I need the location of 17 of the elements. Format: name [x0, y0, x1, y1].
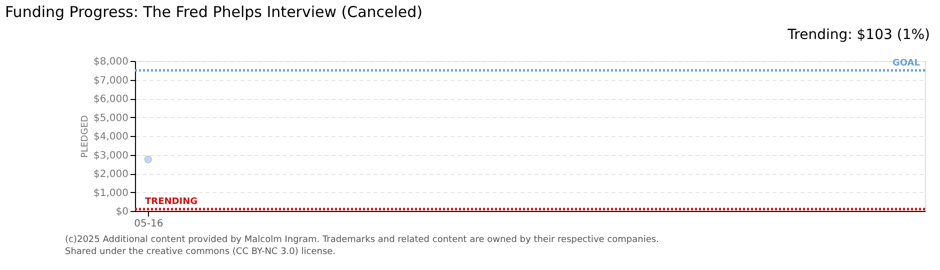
y-tick-label: $0 — [116, 206, 128, 218]
y-tick-label: $6,000 — [94, 94, 128, 105]
y-tick-label: $3,000 — [94, 150, 128, 162]
y-tick-label: $2,000 — [94, 169, 128, 180]
x-tick-label: 05-16 — [134, 218, 164, 230]
ref-line-label: GOAL — [892, 58, 920, 68]
y-tick-label: $8,000 — [94, 56, 128, 68]
y-tick-label: $7,000 — [94, 75, 128, 86]
chart-title: Funding Progress: The Fred Phelps Interview (Canceled) — [5, 3, 423, 21]
y-axis-title: PLEDGED — [80, 115, 91, 158]
text: Shared under the creative commons (CC BY-NC 3.0) license. — [65, 247, 336, 257]
y-tick-label: $1,000 — [94, 188, 128, 199]
y-tick-label: $4,000 — [94, 132, 128, 142]
y-tick-label: $5,000 — [94, 112, 128, 124]
chart-subtitle: Trending: $103 (1%) — [786, 27, 930, 43]
text: (c)2025 Additional content provided by Malcolm Ingram. Trademarks and related content are owned by their respective companies. — [65, 235, 659, 245]
ref-line-label: TRENDING — [145, 197, 198, 208]
